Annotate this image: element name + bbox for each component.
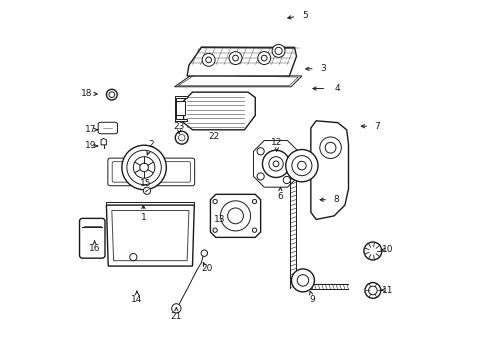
Polygon shape (174, 96, 187, 121)
Circle shape (212, 199, 217, 204)
Text: 3: 3 (320, 64, 325, 73)
Text: 5: 5 (301, 10, 307, 19)
Polygon shape (174, 101, 185, 116)
Text: 10: 10 (382, 246, 393, 255)
Circle shape (175, 131, 188, 144)
Circle shape (205, 57, 211, 63)
Text: 17: 17 (84, 125, 96, 134)
Circle shape (363, 242, 381, 260)
Text: 1: 1 (140, 213, 146, 222)
Text: 13: 13 (213, 215, 224, 224)
Circle shape (291, 156, 311, 176)
Circle shape (178, 134, 184, 141)
Circle shape (262, 150, 289, 177)
Polygon shape (187, 47, 296, 76)
Polygon shape (310, 121, 348, 220)
Circle shape (297, 161, 305, 170)
Polygon shape (101, 138, 106, 145)
Text: 20: 20 (201, 265, 212, 274)
Circle shape (291, 269, 314, 292)
Circle shape (257, 148, 264, 155)
Text: 16: 16 (89, 244, 100, 253)
Circle shape (133, 157, 155, 178)
Circle shape (297, 275, 308, 286)
Polygon shape (190, 47, 294, 65)
Circle shape (268, 157, 283, 171)
Text: 15: 15 (140, 179, 151, 188)
Circle shape (143, 187, 150, 194)
Circle shape (271, 44, 285, 57)
Circle shape (106, 89, 117, 100)
Circle shape (285, 149, 317, 182)
Circle shape (274, 47, 282, 54)
Text: 4: 4 (334, 84, 340, 93)
Circle shape (273, 161, 278, 167)
Circle shape (261, 55, 266, 61)
Circle shape (325, 142, 335, 153)
Text: 12: 12 (270, 138, 282, 147)
FancyBboxPatch shape (80, 219, 105, 258)
Circle shape (319, 137, 341, 158)
Polygon shape (106, 205, 194, 266)
Text: 9: 9 (309, 294, 315, 303)
Text: 7: 7 (373, 122, 379, 131)
Text: 18: 18 (81, 89, 92, 98)
Circle shape (368, 286, 376, 295)
Text: 11: 11 (382, 285, 393, 294)
Circle shape (364, 283, 380, 298)
Circle shape (227, 208, 243, 224)
Circle shape (220, 201, 250, 231)
Polygon shape (183, 92, 255, 130)
Circle shape (129, 253, 137, 261)
FancyBboxPatch shape (112, 162, 190, 182)
Circle shape (202, 53, 215, 66)
Text: 14: 14 (131, 294, 142, 303)
Polygon shape (106, 202, 194, 205)
Circle shape (257, 51, 270, 64)
Circle shape (257, 173, 264, 180)
Circle shape (109, 92, 115, 98)
Polygon shape (210, 194, 260, 237)
Circle shape (283, 176, 290, 184)
Circle shape (228, 51, 242, 64)
Circle shape (232, 55, 238, 61)
Text: 8: 8 (332, 195, 338, 204)
Text: 22: 22 (208, 132, 219, 141)
Circle shape (252, 228, 256, 232)
Text: 6: 6 (277, 192, 283, 201)
Text: 23: 23 (173, 122, 184, 131)
Circle shape (140, 163, 148, 172)
Circle shape (171, 304, 181, 313)
Text: 21: 21 (170, 312, 182, 321)
FancyBboxPatch shape (98, 122, 117, 134)
Text: 19: 19 (84, 141, 96, 150)
Circle shape (126, 150, 161, 185)
Circle shape (201, 250, 207, 256)
Circle shape (122, 145, 166, 190)
Text: 2: 2 (148, 140, 154, 149)
Polygon shape (174, 74, 301, 87)
FancyBboxPatch shape (108, 158, 194, 186)
Circle shape (212, 228, 217, 232)
Circle shape (252, 199, 256, 204)
Polygon shape (253, 140, 298, 187)
